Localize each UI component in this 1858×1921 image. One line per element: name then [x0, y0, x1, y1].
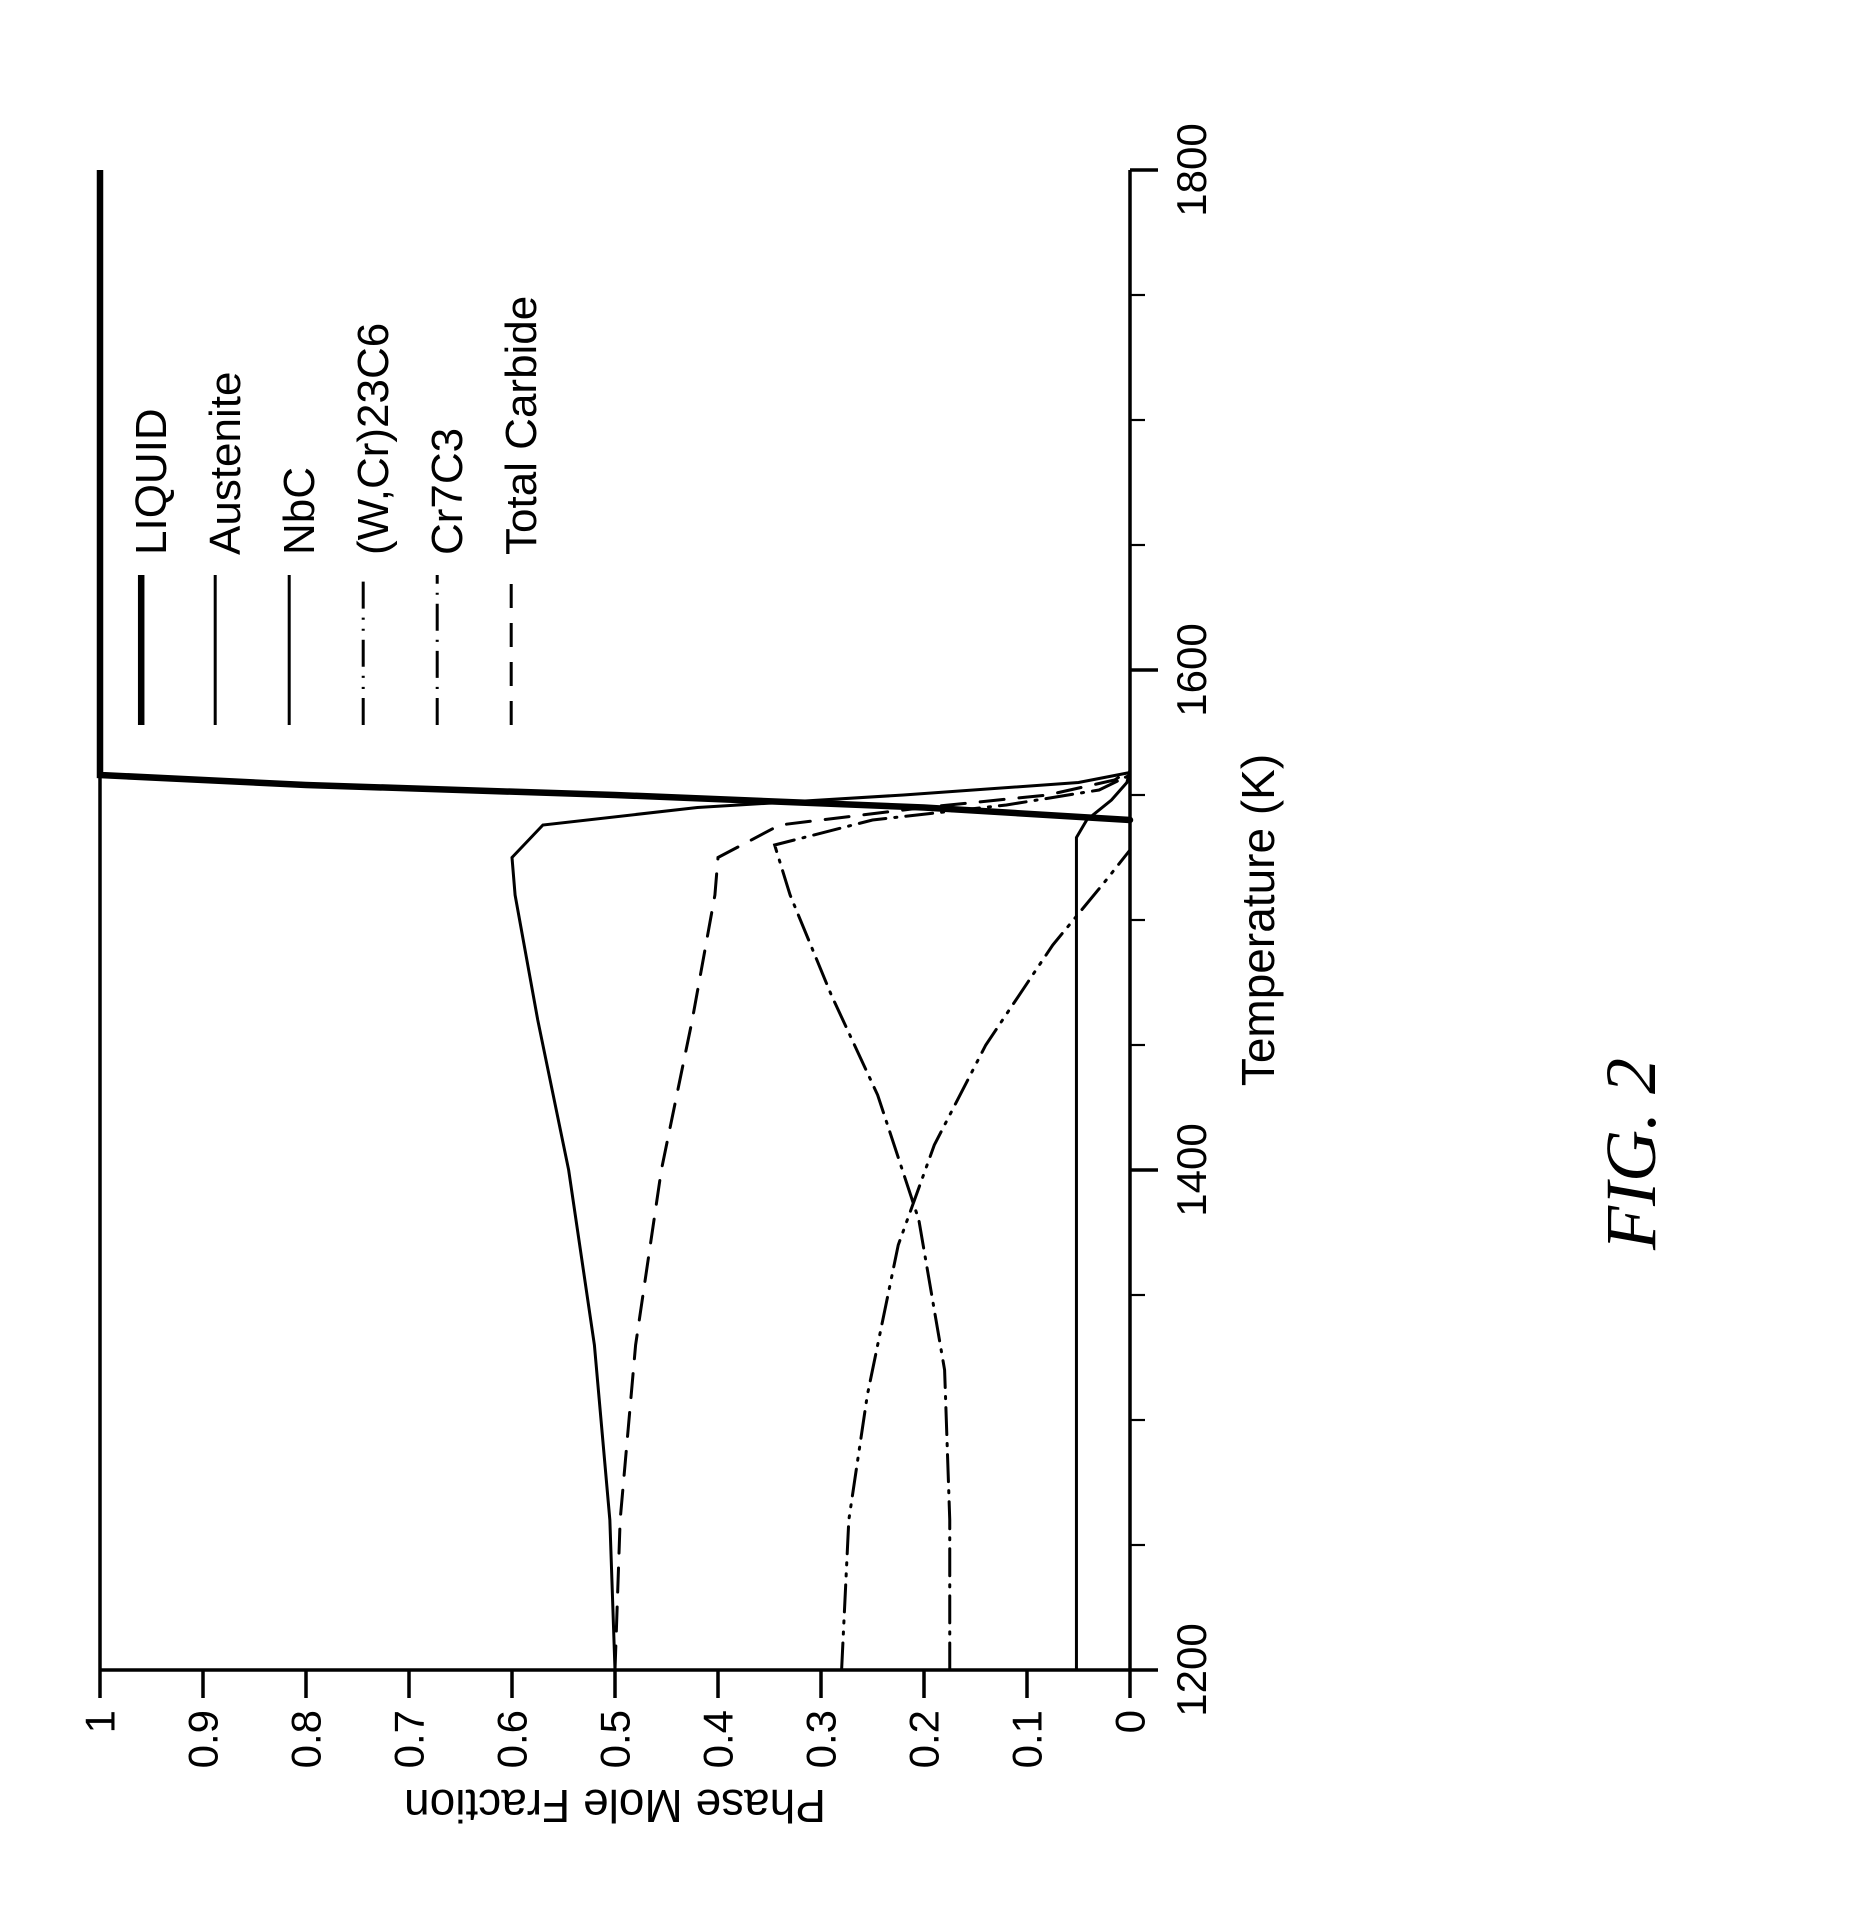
stage: 1200 1400 1600 1800 Temperature (K) 0 0.1 0.2 0.… [0, 0, 1858, 1921]
svg-text:1400: 1400 [1168, 1123, 1215, 1216]
svg-text:NbC: NbC [275, 467, 324, 555]
svg-text:Total Carbide: Total Carbide [497, 296, 546, 555]
svg-text:0.4: 0.4 [695, 1710, 742, 1768]
svg-text:0.3: 0.3 [798, 1710, 845, 1768]
figure-caption: FIG. 2 [1590, 1058, 1673, 1250]
svg-text:0.9: 0.9 [180, 1710, 227, 1768]
svg-text:0.7: 0.7 [386, 1710, 433, 1768]
svg-text:1: 1 [77, 1710, 124, 1733]
svg-text:(W,Cr)23C6: (W,Cr)23C6 [349, 323, 398, 555]
svg-text:LIQUID: LIQUID [127, 408, 176, 555]
svg-text:1600: 1600 [1168, 623, 1215, 716]
svg-text:Austenite: Austenite [201, 372, 250, 555]
svg-text:Cr7C3: Cr7C3 [423, 428, 472, 555]
svg-text:0: 0 [1107, 1710, 1154, 1733]
svg-text:0.8: 0.8 [283, 1710, 330, 1768]
svg-text:0.6: 0.6 [489, 1710, 536, 1768]
svg-text:Temperature (K): Temperature (K) [1232, 754, 1284, 1086]
svg-text:0.1: 0.1 [1004, 1710, 1051, 1768]
svg-text:0.5: 0.5 [592, 1710, 639, 1768]
svg-text:1200: 1200 [1168, 1623, 1215, 1716]
svg-text:Phase Mole Fraction: Phase Mole Fraction [404, 1780, 826, 1830]
svg-text:1800: 1800 [1168, 123, 1215, 216]
phase-fraction-chart: 1200 1400 1600 1800 Temperature (K) 0 0.1 0.2 0.… [40, 70, 1340, 1830]
chart-wrap: 1200140016001800Temperature (K)00.10.20.… [40, 1830, 1800, 1921]
svg-text:0.2: 0.2 [901, 1710, 948, 1768]
